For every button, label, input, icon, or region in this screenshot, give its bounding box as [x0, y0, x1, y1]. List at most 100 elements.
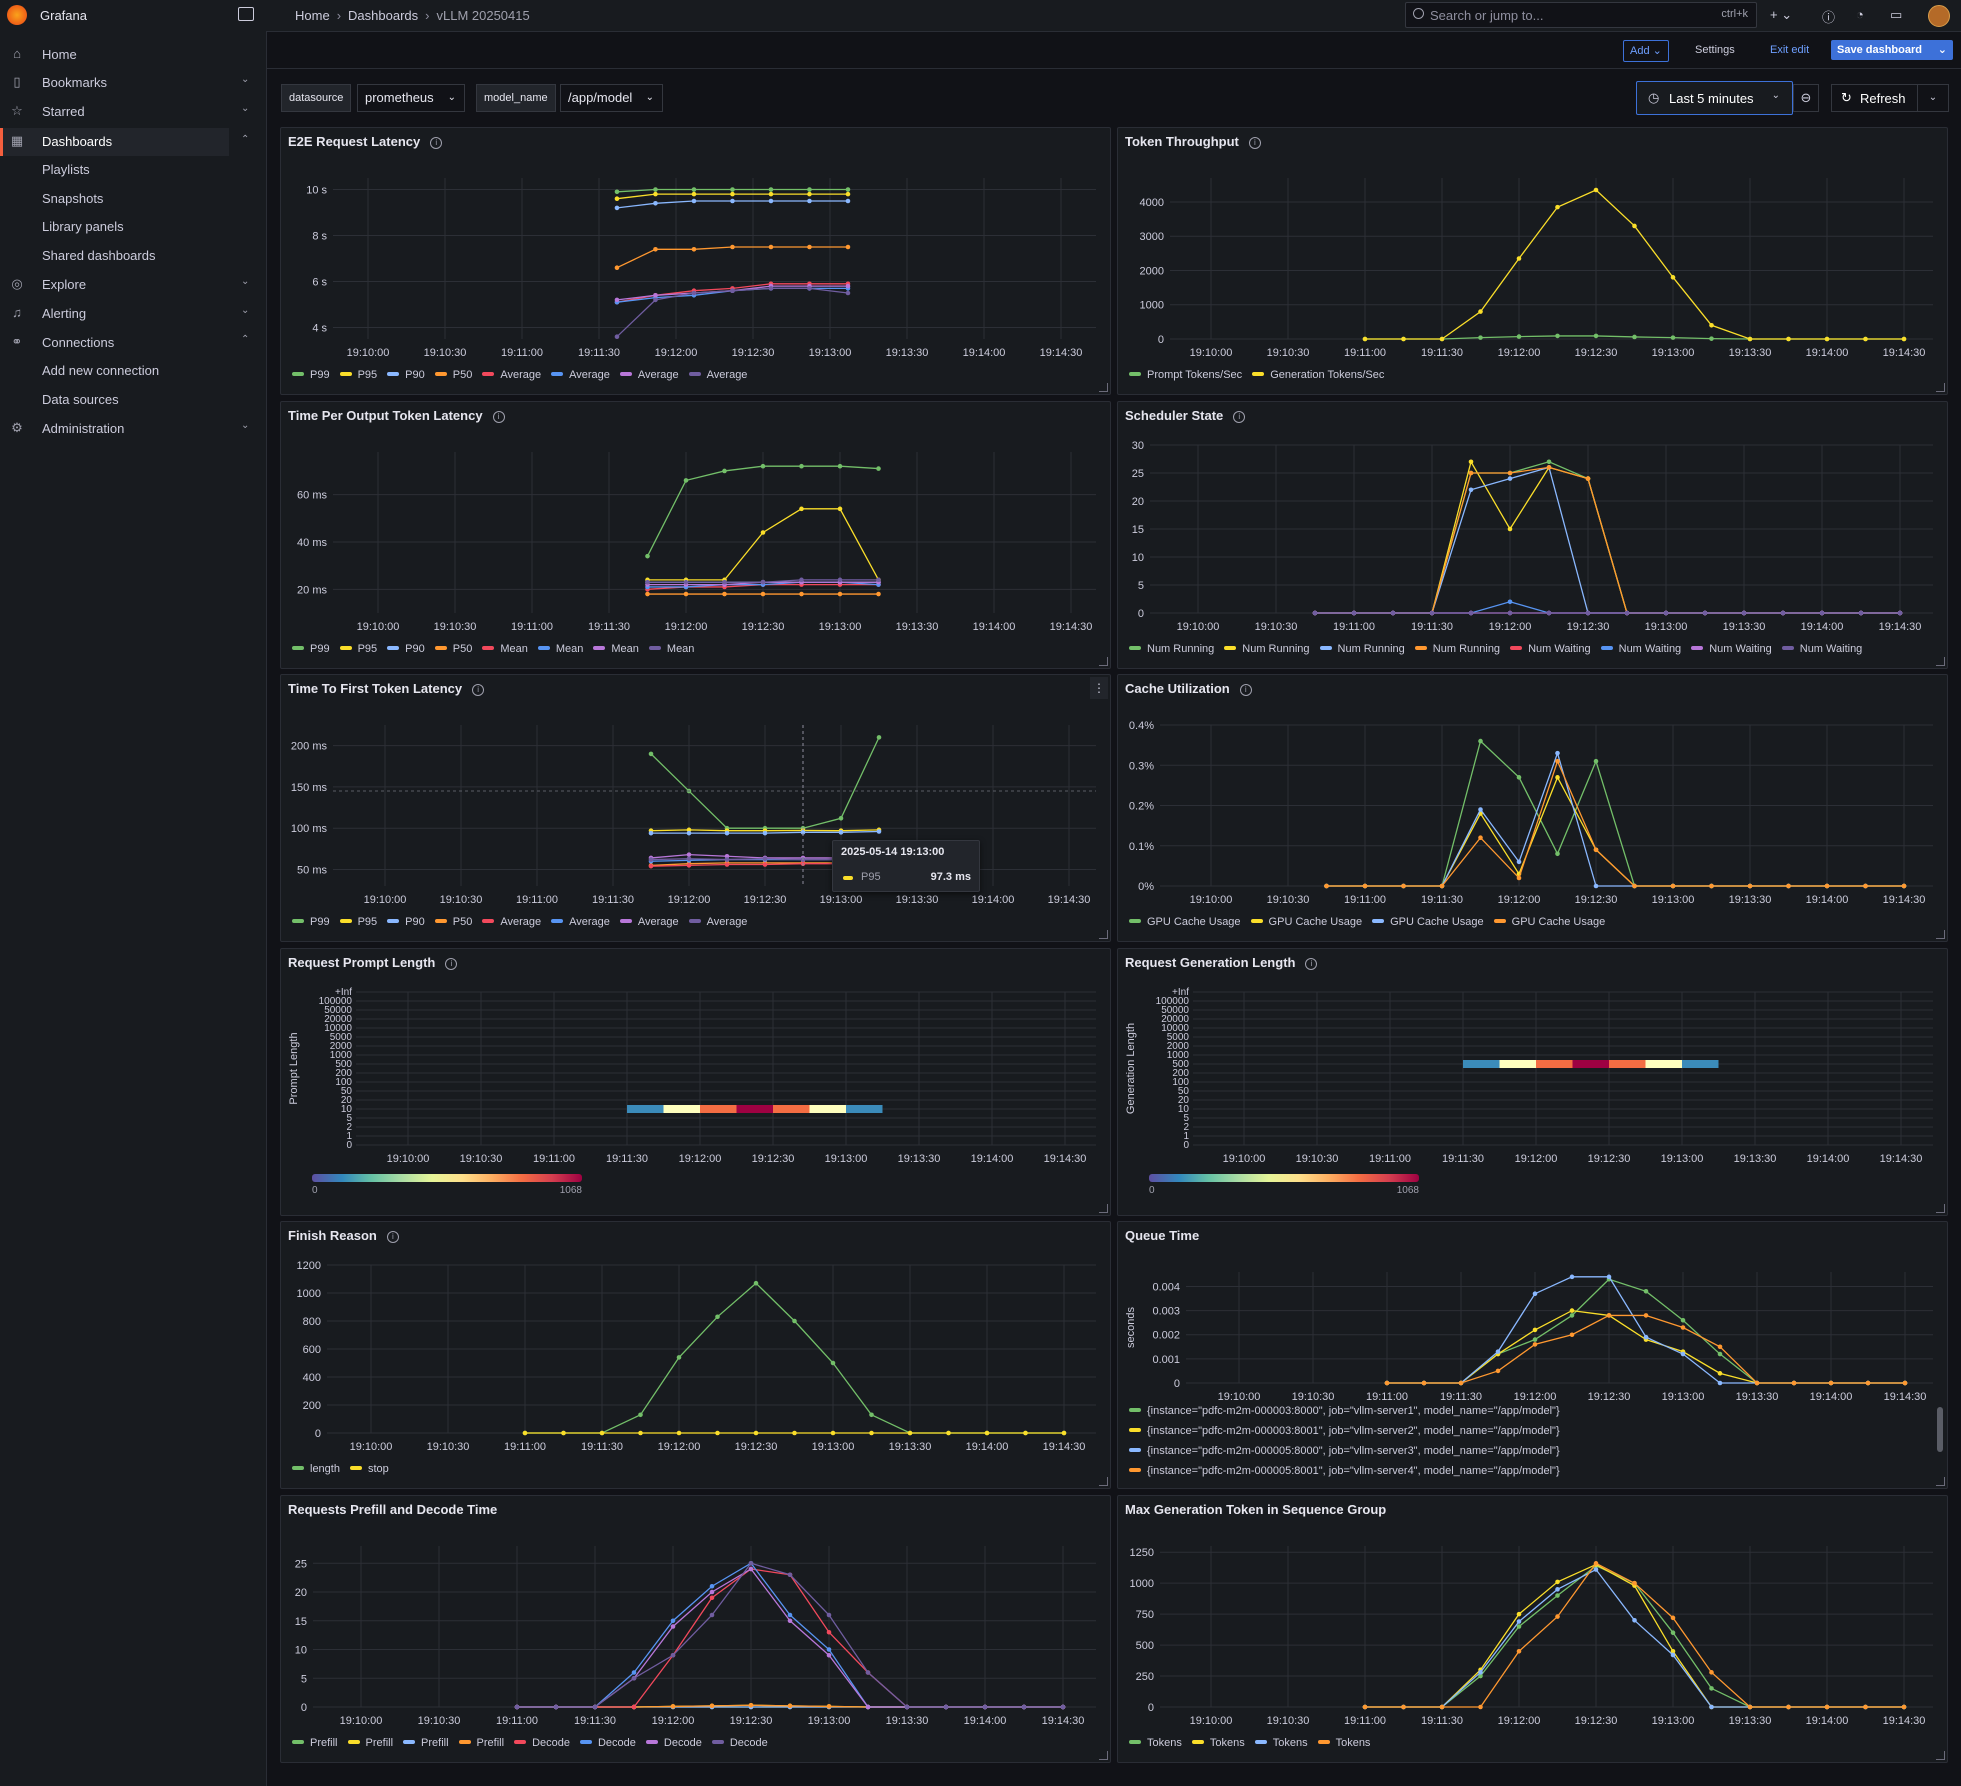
- legend-item[interactable]: Average: [688, 916, 747, 928]
- legend-item[interactable]: {instance="pdfc-m2m-000003:8000", job="v…: [1129, 1405, 1560, 1425]
- legend-item[interactable]: Tokens: [1317, 1737, 1370, 1749]
- panel-finish-reason[interactable]: 19:10:00 19:10:30 19:11:00 19:11:30 19:12:00…: [280, 1221, 1111, 1489]
- sidebar-item-home[interactable]: ⌂ Home: [0, 41, 266, 69]
- legend-item[interactable]: Average: [619, 369, 679, 381]
- sidebar-item-connections[interactable]: ⚭ Connections ⌃: [0, 329, 266, 357]
- legend-item[interactable]: Num Running: [1129, 643, 1214, 655]
- legend-item[interactable]: P90: [387, 916, 425, 928]
- panel-e2e-request-latency[interactable]: 19:10:00 19:10:30 19:11:00 19:11:30 19:12:00…: [280, 127, 1111, 395]
- legend-item[interactable]: Average: [551, 369, 610, 381]
- legend-item[interactable]: Prefill: [347, 1737, 393, 1749]
- legend-item[interactable]: Decode: [645, 1737, 702, 1749]
- breadcrumb-home[interactable]: Home: [295, 8, 330, 23]
- info-icon[interactable]: i: [1248, 137, 1261, 149]
- chevron-up-icon[interactable]: ⌃: [241, 334, 250, 345]
- legend-item[interactable]: GPU Cache Usage: [1372, 916, 1484, 928]
- legend-item[interactable]: Mean: [537, 643, 583, 655]
- resize-handle-icon[interactable]: [1099, 1477, 1108, 1486]
- legend-item[interactable]: Prefill: [292, 1737, 338, 1749]
- resize-handle-icon[interactable]: [1936, 1751, 1945, 1760]
- legend-item[interactable]: P95: [339, 643, 377, 655]
- resize-handle-icon[interactable]: [1099, 930, 1108, 939]
- panel-request-prompt-length[interactable]: 19:10:00 19:10:30 19:11:00 19:11:30 19:12:00…: [280, 948, 1111, 1216]
- legend-item[interactable]: Mean: [593, 643, 639, 655]
- legend-item[interactable]: Tokens: [1129, 1737, 1182, 1749]
- legend-item[interactable]: Decode: [514, 1737, 570, 1749]
- resize-handle-icon[interactable]: [1099, 1204, 1108, 1213]
- grafana-logo-icon[interactable]: [7, 5, 27, 25]
- legend-item[interactable]: Mean: [648, 643, 694, 655]
- refresh-button[interactable]: ↻ Refresh: [1831, 84, 1918, 112]
- chevron-down-icon[interactable]: ⌄: [241, 276, 250, 287]
- legend-item[interactable]: P99: [292, 916, 330, 928]
- info-icon[interactable]: i: [1233, 411, 1246, 423]
- chevron-down-icon[interactable]: ⌄: [241, 305, 250, 316]
- legend-item[interactable]: Tokens: [1191, 1737, 1245, 1749]
- legend-item[interactable]: P50: [434, 916, 472, 928]
- legend-item[interactable]: Average: [551, 916, 610, 928]
- legend-scrollbar[interactable]: [1937, 1407, 1943, 1452]
- legend-item[interactable]: Num Waiting: [1691, 643, 1772, 655]
- sidebar-item-administration[interactable]: ⚙ Administration ⌄: [0, 415, 266, 443]
- legend-item[interactable]: Prefill: [403, 1737, 449, 1749]
- news-icon[interactable]: ◔: [1856, 7, 1864, 22]
- legend-item[interactable]: Num Waiting: [1510, 643, 1591, 655]
- time-range-picker[interactable]: ◷ Last 5 minutes ⌄: [1636, 81, 1793, 115]
- panel-menu-icon[interactable]: ⋮: [1090, 677, 1108, 699]
- chevron-up-icon[interactable]: ⌃: [241, 134, 250, 145]
- dock-menu-icon[interactable]: [238, 7, 254, 21]
- panel-request-generation-length[interactable]: 19:10:00 19:10:30 19:11:00 19:11:30 19:12:00…: [1117, 948, 1948, 1216]
- legend-item[interactable]: P50: [434, 369, 472, 381]
- resize-handle-icon[interactable]: [1936, 1204, 1945, 1213]
- legend-item[interactable]: Num Running: [1224, 643, 1310, 655]
- chevron-down-icon[interactable]: ⌄: [241, 103, 250, 114]
- save-dashboard-button[interactable]: Save dashboard ⌄: [1831, 40, 1953, 60]
- sidebar-subitem-data-sources[interactable]: Data sources: [42, 392, 119, 407]
- legend-item[interactable]: Mean: [482, 643, 528, 655]
- resize-handle-icon[interactable]: [1936, 657, 1945, 666]
- sidebar-subitem-add-new-connection[interactable]: Add new connection: [42, 363, 160, 378]
- zoom-out-button[interactable]: ⊖: [1793, 84, 1819, 112]
- datasource-select[interactable]: prometheus ⌄: [357, 84, 465, 112]
- info-icon[interactable]: i: [1305, 958, 1318, 970]
- panel-max-generation-token[interactable]: 19:10:00 19:10:30 19:11:00 19:11:30 19:12:00…: [1117, 1495, 1948, 1763]
- legend-item[interactable]: {instance="pdfc-m2m-000005:8001", job="v…: [1129, 1465, 1560, 1485]
- legend-item[interactable]: length: [292, 1463, 340, 1475]
- chevron-down-icon[interactable]: ⌄: [241, 420, 250, 431]
- sidebar-subitem-playlists[interactable]: Playlists: [42, 162, 90, 177]
- resize-handle-icon[interactable]: [1099, 383, 1108, 392]
- panel-scheduler-state[interactable]: 19:10:00 19:10:30 19:11:00 19:11:30 19:12:00…: [1117, 401, 1948, 669]
- panel-time-per-output-token-latency[interactable]: 19:10:00 19:10:30 19:11:00 19:11:30 19:12:00…: [280, 401, 1111, 669]
- legend-item[interactable]: GPU Cache Usage: [1493, 916, 1605, 928]
- legend-item[interactable]: GPU Cache Usage: [1129, 916, 1241, 928]
- legend-item[interactable]: Num Running: [1414, 643, 1500, 655]
- legend-item[interactable]: Average: [482, 916, 541, 928]
- legend-item[interactable]: Num Waiting: [1781, 643, 1862, 655]
- avatar[interactable]: [1928, 5, 1950, 27]
- panel-queue-time[interactable]: 19:10:00 19:10:30 19:11:00 19:11:30 19:12:00…: [1117, 1221, 1948, 1489]
- legend-item[interactable]: Prompt Tokens/Sec: [1129, 369, 1242, 381]
- resize-handle-icon[interactable]: [1099, 1751, 1108, 1760]
- add-button[interactable]: Add ⌄: [1623, 40, 1669, 62]
- sidebar-subitem-snapshots[interactable]: Snapshots: [42, 191, 104, 206]
- legend-item[interactable]: P99: [292, 369, 330, 381]
- legend-item[interactable]: {instance="pdfc-m2m-000005:8000", job="v…: [1129, 1445, 1560, 1465]
- legend-item[interactable]: P50: [434, 643, 472, 655]
- legend-item[interactable]: {instance="pdfc-m2m-000003:8001", job="v…: [1129, 1425, 1560, 1445]
- legend-item[interactable]: P90: [387, 369, 425, 381]
- legend-item[interactable]: Decode: [711, 1737, 768, 1749]
- legend-item[interactable]: GPU Cache Usage: [1250, 916, 1362, 928]
- legend-item[interactable]: Prefill: [458, 1737, 504, 1749]
- chevron-down-icon[interactable]: ⌄: [1937, 44, 1947, 56]
- panel-cache-utilization[interactable]: 19:10:00 19:10:30 19:11:00 19:11:30 19:12:00…: [1117, 674, 1948, 942]
- search-input[interactable]: Search or jump to... ctrl+k: [1405, 2, 1757, 28]
- legend-item[interactable]: Num Waiting: [1600, 643, 1681, 655]
- resize-handle-icon[interactable]: [1936, 1477, 1945, 1486]
- plus-icon[interactable]: + ⌄: [1770, 7, 1793, 22]
- sidebar-item-starred[interactable]: ☆ Starred ⌄: [0, 98, 266, 126]
- legend-item[interactable]: P95: [339, 369, 377, 381]
- legend-item[interactable]: Tokens: [1254, 1737, 1308, 1749]
- sidebar-subitem-shared-dashboards[interactable]: Shared dashboards: [42, 248, 156, 263]
- info-icon[interactable]: i: [445, 958, 458, 970]
- model-name-select[interactable]: /app/model ⌄: [560, 84, 663, 112]
